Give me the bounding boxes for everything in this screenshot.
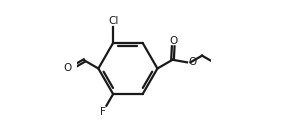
Text: O: O — [64, 63, 72, 73]
Text: O: O — [188, 57, 196, 67]
Text: F: F — [100, 107, 106, 117]
Text: Cl: Cl — [108, 16, 118, 26]
Text: O: O — [169, 36, 177, 46]
